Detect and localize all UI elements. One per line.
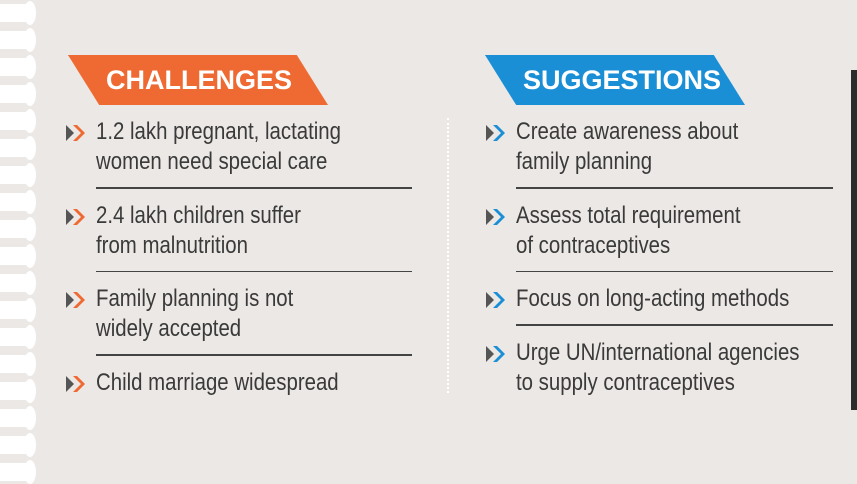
- list-item: 2.4 lakh children suffer from malnutritio…: [66, 201, 412, 261]
- double-chevron-right-icon: [66, 375, 85, 392]
- list-item: Assess total requirement of contraceptive…: [486, 201, 833, 261]
- item-divider: [516, 187, 833, 189]
- binding-hole: [0, 136, 36, 160]
- challenges-banner: CHALLENGES: [68, 55, 328, 105]
- double-chevron-right-icon: [486, 125, 505, 141]
- list-item: Urge UN/international agencies to supply …: [486, 338, 833, 398]
- binding-hole: [0, 406, 36, 430]
- item-text: Focus on long-acting methods: [516, 285, 790, 312]
- binding-hole: [0, 109, 36, 133]
- item-divider: [96, 187, 412, 189]
- item-text: Create awareness about: [516, 118, 739, 145]
- binding-hole: [0, 379, 36, 403]
- double-chevron-right-icon: [486, 208, 505, 225]
- binding-hole: [0, 190, 36, 214]
- item-text: family planning: [516, 148, 653, 175]
- side-bar: [851, 70, 857, 410]
- list-item: Family planning is not widely accepted: [66, 284, 412, 344]
- item-text: of contraceptives: [516, 231, 671, 259]
- binding-hole: [0, 298, 36, 322]
- binding-hole: [0, 352, 36, 376]
- double-chevron-right-icon: [66, 125, 85, 141]
- binding-hole: [0, 325, 36, 349]
- item-text: 1.2 lakh pregnant, lactating: [96, 118, 341, 145]
- binding-hole: [0, 55, 36, 79]
- double-chevron-right-icon: [486, 292, 505, 308]
- list-item: Create awareness about family planning: [486, 117, 833, 177]
- item-text: from malnutrition: [96, 231, 248, 259]
- double-chevron-right-icon: [486, 345, 505, 362]
- item-text: to supply contraceptives: [516, 368, 735, 396]
- suggestions-list: Create awareness about family planning Ass…: [486, 117, 833, 398]
- item-text: Urge UN/international agencies: [516, 338, 800, 366]
- binding-hole: [0, 433, 36, 457]
- binding-hole: [0, 271, 36, 295]
- binding-hole: [0, 217, 36, 241]
- binding-hole: [0, 460, 36, 484]
- item-text: Child marriage widespread: [96, 368, 339, 396]
- item-divider: [96, 354, 412, 356]
- list-item: 1.2 lakh pregnant, lactating women need s…: [66, 117, 412, 177]
- item-divider: [516, 324, 833, 326]
- item-divider: [96, 270, 412, 272]
- binding-hole: [0, 244, 36, 268]
- item-text: Assess total requirement: [516, 201, 741, 229]
- column-divider: [447, 118, 449, 393]
- binding-hole: [0, 1, 36, 25]
- item-text: women need special care: [96, 148, 328, 175]
- double-chevron-right-icon: [66, 208, 85, 225]
- binding-hole: [0, 28, 36, 52]
- challenges-list: 1.2 lakh pregnant, lactating women need s…: [66, 117, 412, 398]
- list-item: Child marriage widespread: [66, 368, 412, 398]
- item-text: 2.4 lakh children suffer: [96, 201, 301, 229]
- binding-hole: [0, 163, 36, 187]
- item-divider: [516, 270, 833, 272]
- item-text: widely accepted: [96, 315, 242, 342]
- suggestions-banner: SUGGESTIONS: [485, 55, 745, 105]
- binding-hole: [0, 82, 36, 106]
- item-text: Family planning is not: [96, 285, 294, 312]
- list-item: Focus on long-acting methods: [486, 284, 833, 314]
- double-chevron-right-icon: [66, 292, 85, 308]
